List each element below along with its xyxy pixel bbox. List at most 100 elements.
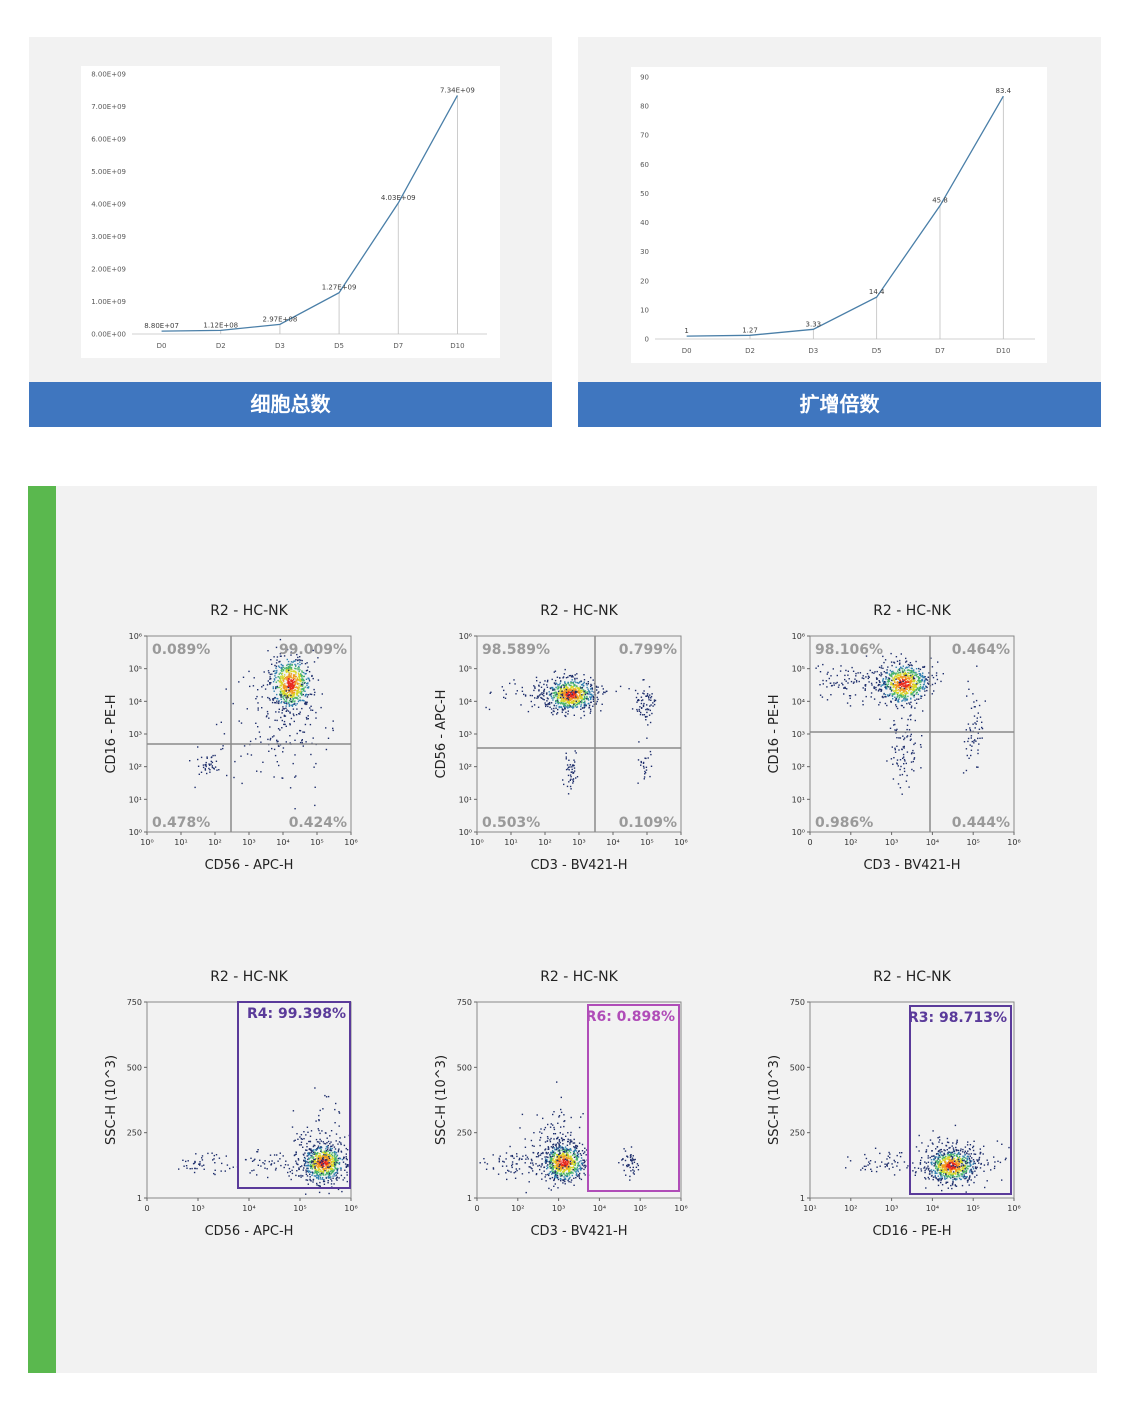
event-dot xyxy=(923,681,926,683)
event-dot xyxy=(275,667,277,669)
event-dot xyxy=(552,1113,554,1116)
event-dot xyxy=(897,678,900,680)
event-dot xyxy=(558,1139,561,1141)
event-dot xyxy=(538,695,540,697)
event-dot xyxy=(287,696,289,699)
event-dot xyxy=(294,667,296,670)
event-dot xyxy=(556,1138,558,1140)
event-dot xyxy=(289,711,291,713)
event-dot xyxy=(293,684,295,686)
event-dot xyxy=(317,1159,319,1162)
event-dot xyxy=(321,1177,324,1179)
event-dot xyxy=(884,681,887,683)
event-dot xyxy=(293,714,295,717)
event-dot xyxy=(314,1159,316,1161)
x-tick-label: 10¹ xyxy=(803,1204,816,1213)
event-dot xyxy=(193,1171,196,1174)
event-dot xyxy=(898,672,900,674)
event-dot xyxy=(296,690,299,692)
event-dot xyxy=(281,709,284,711)
event-dot xyxy=(589,712,591,714)
event-dot xyxy=(313,661,316,663)
event-dot xyxy=(897,765,899,767)
plot-title: R2 - HC-NK xyxy=(210,969,288,985)
event-dot xyxy=(544,1141,547,1143)
event-dot xyxy=(323,1156,326,1158)
event-dot xyxy=(280,677,282,679)
event-dot xyxy=(335,1133,338,1135)
event-dot xyxy=(518,1168,521,1170)
event-dot xyxy=(564,690,566,692)
event-dot xyxy=(269,682,271,684)
event-dot xyxy=(918,686,920,689)
event-dot xyxy=(280,687,283,690)
event-dot xyxy=(329,1165,331,1167)
event-dot xyxy=(574,700,576,702)
event-dot xyxy=(977,732,979,734)
event-dot xyxy=(906,677,909,679)
event-dot xyxy=(973,1181,975,1184)
event-dot xyxy=(555,702,557,704)
event-dot xyxy=(327,1170,330,1172)
event-dot xyxy=(296,680,298,682)
event-dot xyxy=(595,702,597,704)
event-dot xyxy=(564,700,566,702)
event-dot xyxy=(916,687,918,689)
event-dot xyxy=(262,1162,264,1164)
event-dot xyxy=(334,1167,337,1170)
event-dot xyxy=(562,1167,564,1169)
event-dot xyxy=(564,1174,566,1176)
event-dot xyxy=(334,1122,336,1124)
event-dot xyxy=(922,686,924,688)
event-dot xyxy=(276,739,278,741)
event-dot xyxy=(332,1165,334,1167)
event-dot xyxy=(290,685,293,688)
event-dot xyxy=(271,663,273,665)
event-dot xyxy=(553,688,555,690)
event-dot xyxy=(292,679,295,681)
event-dot xyxy=(332,1144,334,1146)
event-dot xyxy=(912,675,914,677)
event-dot xyxy=(543,695,545,697)
event-dot xyxy=(330,1178,332,1180)
event-dot xyxy=(909,684,911,686)
event-dot xyxy=(339,1167,342,1169)
event-dot xyxy=(638,708,640,711)
event-dot xyxy=(317,1167,319,1169)
event-dot xyxy=(571,679,573,681)
event-dot xyxy=(557,1162,560,1165)
event-dot xyxy=(313,766,315,768)
event-dot xyxy=(279,1158,281,1160)
event-dot xyxy=(567,1166,570,1168)
event-dot xyxy=(289,700,292,703)
event-dot xyxy=(979,737,981,739)
event-dot xyxy=(240,755,242,757)
event-dot xyxy=(843,687,845,689)
event-dot xyxy=(321,1161,323,1163)
event-dot xyxy=(306,669,309,671)
event-dot xyxy=(303,1156,306,1159)
event-dot xyxy=(591,688,594,690)
event-dot xyxy=(315,762,317,765)
plot-frame xyxy=(809,1001,1015,1199)
event-dot xyxy=(969,1169,971,1172)
event-dot xyxy=(561,1156,563,1158)
event-dot xyxy=(278,745,280,747)
event-dot xyxy=(306,1149,308,1151)
event-dot xyxy=(310,1180,312,1182)
event-dot xyxy=(315,1173,318,1175)
event-dot xyxy=(544,1156,546,1158)
event-dot xyxy=(906,686,908,688)
event-dot xyxy=(973,706,976,708)
event-dot xyxy=(909,675,911,677)
event-dot xyxy=(550,1151,552,1154)
event-dot xyxy=(898,681,900,684)
event-dot xyxy=(879,688,882,691)
event-dot xyxy=(574,698,576,700)
event-dot xyxy=(542,1151,544,1154)
event-dot xyxy=(901,705,903,707)
event-dot xyxy=(536,1114,538,1116)
event-dot xyxy=(225,688,227,690)
event-dot xyxy=(889,674,891,677)
event-dot xyxy=(288,689,290,692)
